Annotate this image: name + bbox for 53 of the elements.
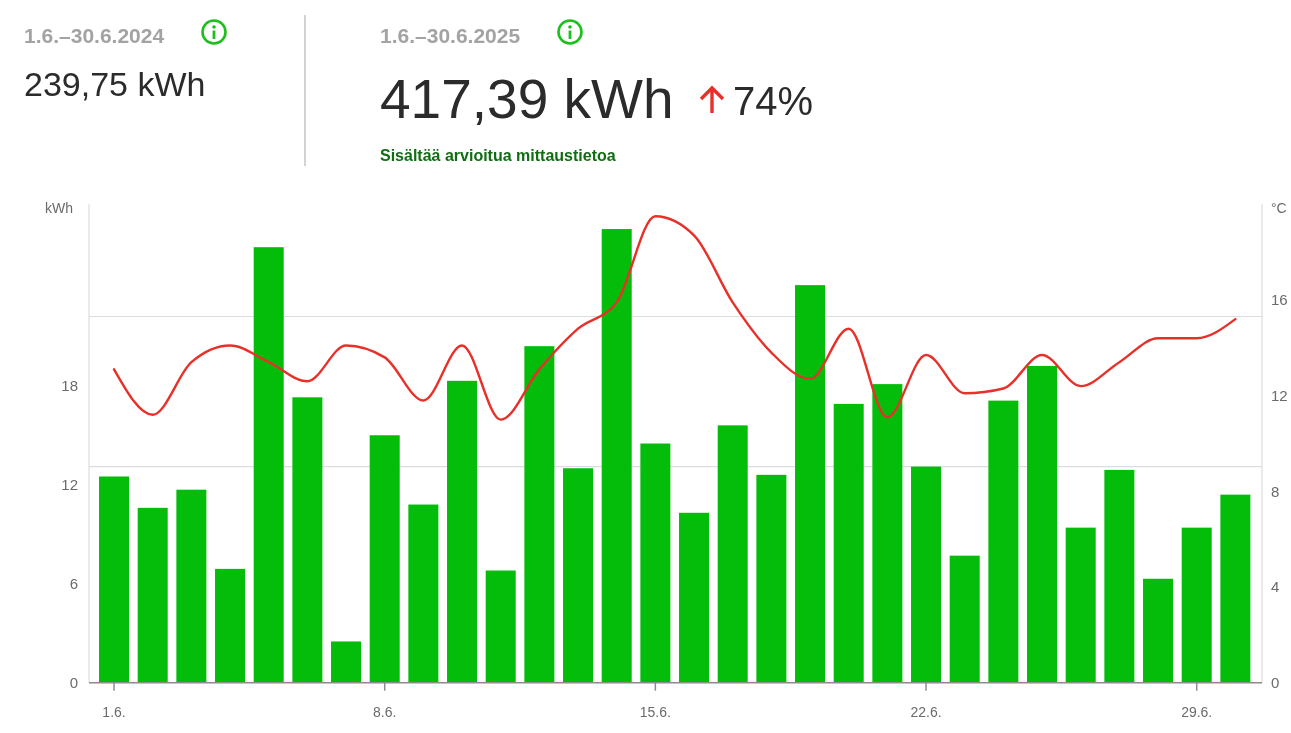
text: 239,75 kWh bbox=[24, 65, 206, 103]
y2-tick-label: 0 bbox=[1271, 673, 1280, 691]
x-tick-label: 29.6. bbox=[1181, 704, 1213, 720]
text: Sisältää arvioitua mittaustietoa bbox=[380, 147, 616, 164]
bar bbox=[601, 229, 632, 683]
bar bbox=[1181, 527, 1212, 683]
y2-axis-title: °C bbox=[1271, 200, 1287, 217]
x-tick-label: 1.6. bbox=[102, 704, 126, 720]
y-tick-label: 0 bbox=[69, 673, 78, 691]
bar bbox=[1143, 578, 1174, 683]
bar bbox=[756, 474, 787, 683]
text: 1.6.–30.6.2025 bbox=[380, 24, 521, 47]
bar bbox=[331, 641, 362, 683]
bar bbox=[640, 443, 671, 683]
y-tick-label: 18 bbox=[61, 377, 78, 395]
y2-tick-label: 12 bbox=[1271, 386, 1288, 404]
bar bbox=[99, 476, 130, 683]
bar bbox=[1220, 494, 1251, 683]
bar bbox=[679, 512, 710, 683]
bar bbox=[215, 568, 246, 683]
bar bbox=[1027, 365, 1058, 683]
bar bbox=[524, 346, 555, 683]
text: 1.6.–30.6.2024 bbox=[24, 24, 165, 47]
bar bbox=[253, 247, 284, 683]
bar bbox=[949, 555, 980, 683]
bar bbox=[176, 489, 207, 683]
bar bbox=[1065, 527, 1096, 683]
x-tick-label: 8.6. bbox=[373, 704, 397, 720]
line-series bbox=[112, 215, 1237, 421]
text: 74% bbox=[733, 79, 814, 123]
y2-tick-label: 16 bbox=[1271, 291, 1288, 309]
y-tick-label: 12 bbox=[61, 475, 78, 493]
x-tick-label: 15.6. bbox=[639, 704, 671, 720]
bar bbox=[292, 397, 323, 683]
y-tick-label: 6 bbox=[69, 574, 78, 592]
text: 417,39 kWh bbox=[380, 68, 674, 130]
bar bbox=[563, 468, 594, 683]
bar bbox=[717, 425, 748, 683]
bar bbox=[833, 403, 864, 683]
bar bbox=[408, 504, 439, 683]
bar bbox=[911, 466, 942, 683]
y2-tick-label: 4 bbox=[1271, 578, 1280, 596]
y-axis-title: kWh bbox=[45, 200, 73, 217]
bar bbox=[1104, 469, 1135, 683]
bar bbox=[369, 435, 400, 683]
bar bbox=[447, 380, 478, 683]
bar bbox=[137, 507, 168, 683]
bar bbox=[988, 400, 1019, 683]
bar bbox=[795, 285, 826, 683]
bar bbox=[872, 384, 903, 683]
bar bbox=[485, 570, 516, 683]
y2-tick-label: 8 bbox=[1271, 482, 1280, 500]
x-tick-label: 22.6. bbox=[910, 704, 942, 720]
